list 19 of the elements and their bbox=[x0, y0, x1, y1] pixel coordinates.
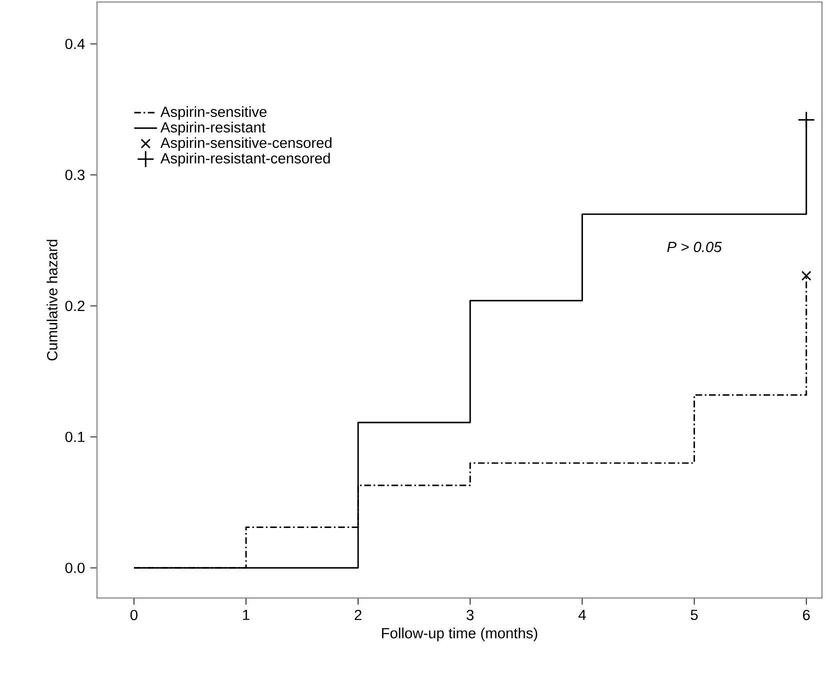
x-tick-label: 3 bbox=[466, 610, 474, 620]
x-tick-label: 6 bbox=[803, 610, 810, 620]
legend-label: Aspirin-sensitive bbox=[160, 106, 267, 120]
x-axis-title: Follow-up time (months) bbox=[382, 628, 538, 642]
y-axis-title: Cumulative hazard bbox=[46, 240, 58, 360]
x-tick-label: 5 bbox=[690, 610, 698, 620]
x-tick-label: 2 bbox=[354, 610, 362, 620]
legend-label: Aspirin-resistant bbox=[160, 122, 266, 136]
annotation: P > 0.05 bbox=[667, 242, 722, 252]
y-tick-label: 0.1 bbox=[65, 432, 84, 442]
y-tick-label: 0.0 bbox=[65, 562, 85, 574]
x-tick-label: 1 bbox=[243, 610, 250, 620]
legend-label: Aspirin-resistant-censored bbox=[160, 152, 330, 166]
y-tick-label: 0.3 bbox=[65, 170, 85, 180]
x-tick-label: 4 bbox=[578, 610, 586, 620]
y-tick-label: 0.2 bbox=[65, 300, 84, 312]
x-tick-label: 0 bbox=[130, 610, 138, 620]
legend-label: Aspirin-sensitive-censored bbox=[160, 137, 332, 151]
y-tick-label: 0.4 bbox=[65, 38, 85, 50]
